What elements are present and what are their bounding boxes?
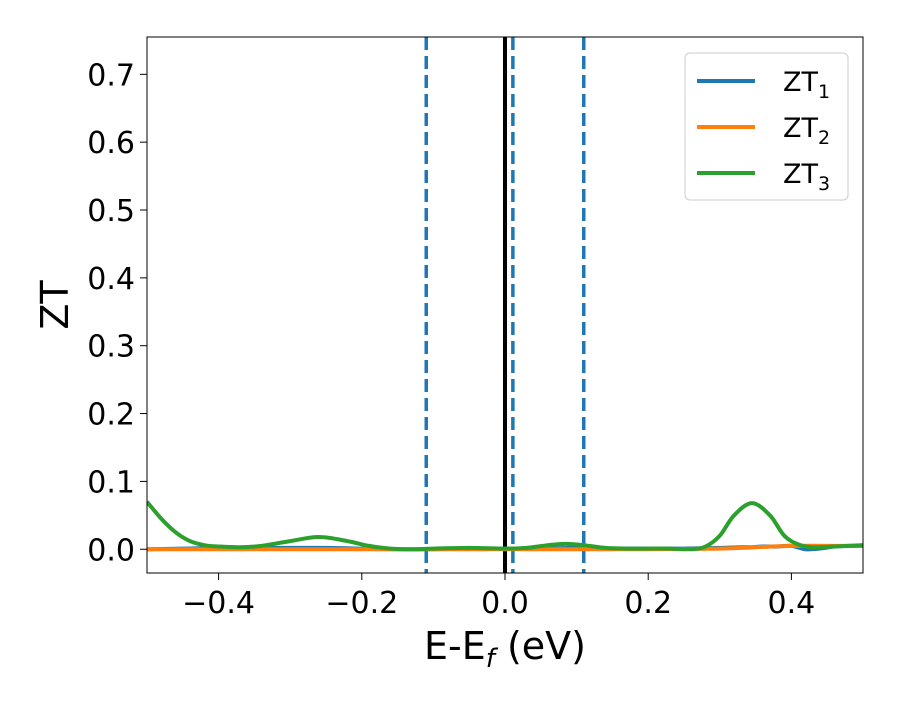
y-tick-label: 0.4 [87,262,135,297]
x-axis-label: E-Ef (eV) [424,624,586,674]
series-lines [147,500,863,552]
y-tick-label: 0.3 [87,330,135,365]
x-axis-label-main: E-E [424,624,486,668]
x-tick-label: −0.2 [325,586,398,621]
x-tick-label: −0.4 [182,586,255,621]
y-tick-label: 0.0 [87,533,135,568]
x-tick-label: 0.4 [768,586,816,621]
x-tick-label: 0.2 [624,586,672,621]
legend-label-zt2: ZT2 [783,113,830,149]
y-axis-label: ZT [33,280,77,330]
reference-lines [424,37,586,573]
series-line-zt2 [147,543,863,552]
y-tick-label: 0.2 [87,398,135,433]
y-axis-ticks: 0.0 0.1 0.2 0.3 0.4 0.5 0.6 0.7 [87,58,147,568]
legend: ZT1 ZT2 ZT3 [684,52,849,201]
y-tick-label: 0.7 [87,58,135,93]
y-tick-label: 0.5 [87,194,135,229]
legend-box [684,52,849,201]
series-line-zt3 [147,500,863,552]
legend-label-zt3: ZT3 [783,159,830,195]
y-tick-label: 0.1 [87,465,135,500]
y-tick-label: 0.6 [87,126,135,161]
legend-label-zt1: ZT1 [783,67,830,103]
x-axis-ticks: −0.4 −0.2 0.0 0.2 0.4 [182,573,815,621]
x-tick-label: 0.0 [481,586,529,621]
x-axis-label-unit: (eV) [495,624,586,668]
